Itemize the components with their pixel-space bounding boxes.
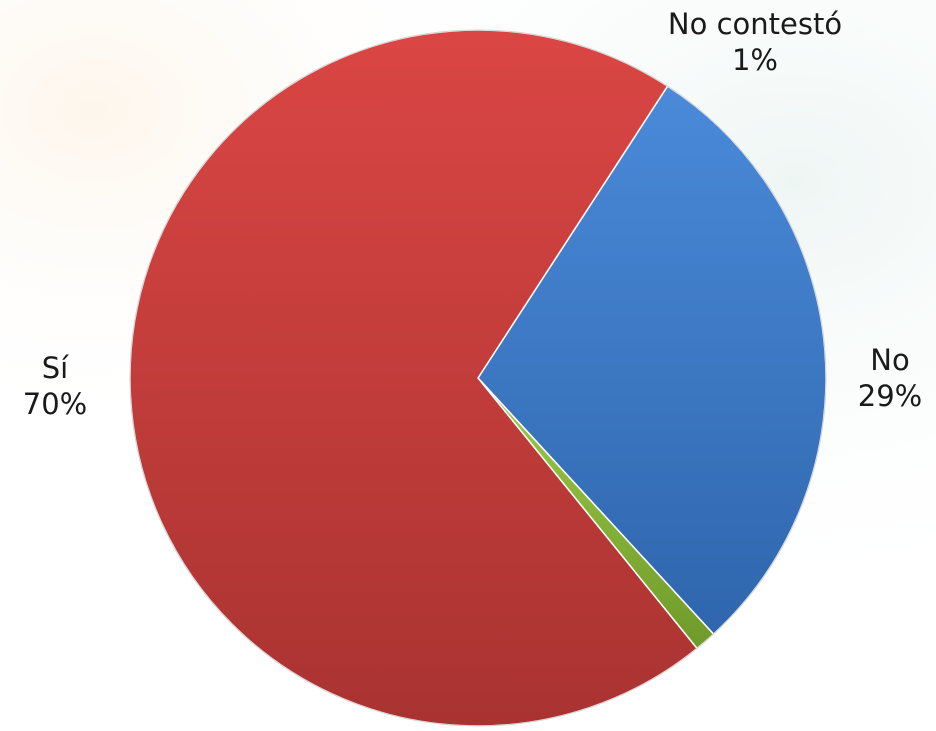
- slice-label-si-value: 70%: [22, 387, 88, 421]
- pie-slice-no: [477, 85, 827, 635]
- data-label-no: No 29%: [830, 342, 936, 414]
- pie-rim: [129, 29, 827, 727]
- slice-label-no-value: 29%: [857, 379, 923, 413]
- slice-label-no-contesto-name: No contestó: [667, 7, 843, 41]
- slice-label-no-contesto-value: 1%: [731, 43, 778, 77]
- data-label-si: Sí 70%: [0, 350, 110, 422]
- data-label-no-contesto: No contestó 1%: [630, 6, 880, 78]
- slice-label-si-name: Sí: [41, 351, 69, 385]
- slice-label-no-name: No: [870, 343, 910, 377]
- pie-slice-si: [129, 29, 698, 727]
